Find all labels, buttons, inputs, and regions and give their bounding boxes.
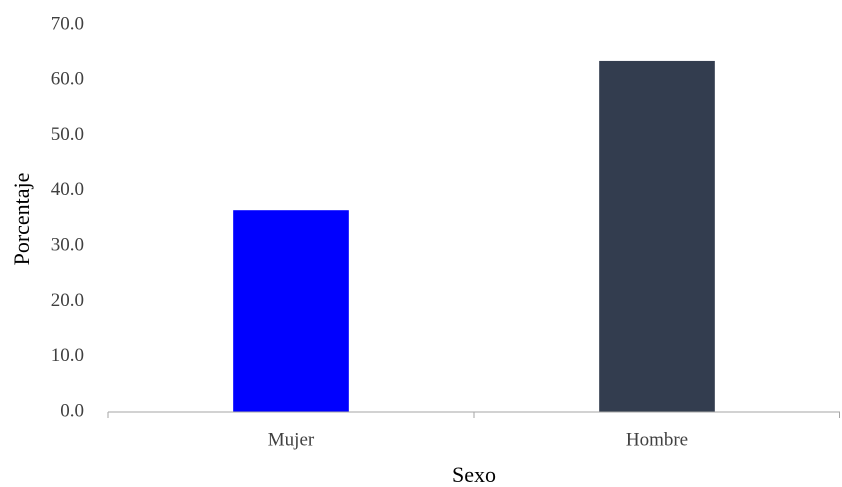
bar <box>599 60 715 412</box>
y-axis-title: Porcentaje <box>9 173 34 266</box>
y-tick-label: 30.0 <box>51 235 84 256</box>
x-axis-title: Sexo <box>452 462 496 487</box>
y-tick-label: 0.0 <box>60 400 84 421</box>
y-tick-label: 60.0 <box>51 69 84 90</box>
y-tick-label: 50.0 <box>51 124 84 145</box>
y-tick-label: 40.0 <box>51 179 84 200</box>
x-tick-label: Mujer <box>268 429 315 450</box>
y-tick-label: 10.0 <box>51 345 84 366</box>
y-tick-label: 20.0 <box>51 290 84 311</box>
y-tick-label: 70.0 <box>51 13 84 34</box>
bar <box>233 210 349 412</box>
x-tick-label: Hombre <box>626 429 688 450</box>
